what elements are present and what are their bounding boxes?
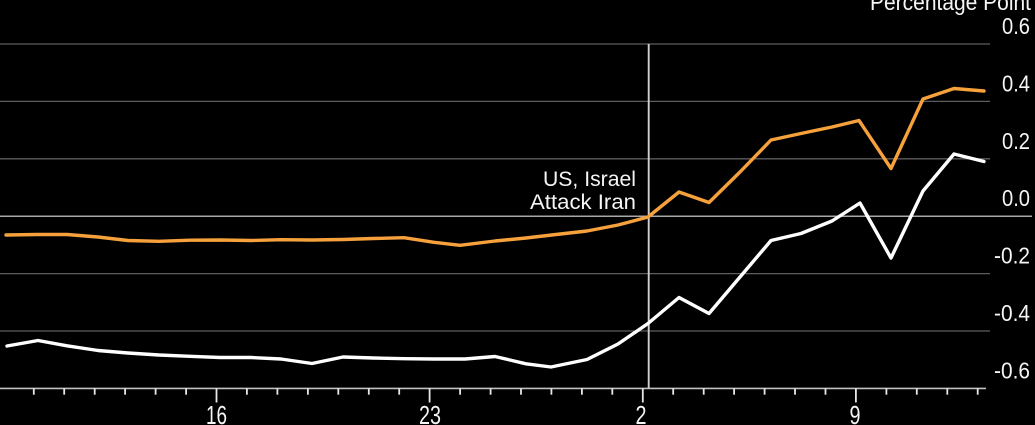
svg-text:2: 2 <box>636 400 647 425</box>
svg-text:-0.4: -0.4 <box>994 300 1030 326</box>
svg-text:-0.2: -0.2 <box>994 243 1030 269</box>
svg-text:16: 16 <box>206 400 227 425</box>
svg-text:23: 23 <box>419 400 441 425</box>
svg-text:-0.6: -0.6 <box>994 357 1030 383</box>
svg-text:0.4: 0.4 <box>1002 70 1030 96</box>
svg-text:US, Israel: US, Israel <box>543 168 636 191</box>
svg-text:Percentage Point: Percentage Point <box>870 0 1032 15</box>
svg-text:Attack Iran: Attack Iran <box>530 191 636 214</box>
svg-text:0.2: 0.2 <box>1002 128 1030 154</box>
svg-text:0.0: 0.0 <box>1002 185 1030 211</box>
svg-text:9: 9 <box>850 400 861 425</box>
svg-text:0.6: 0.6 <box>1002 13 1030 39</box>
